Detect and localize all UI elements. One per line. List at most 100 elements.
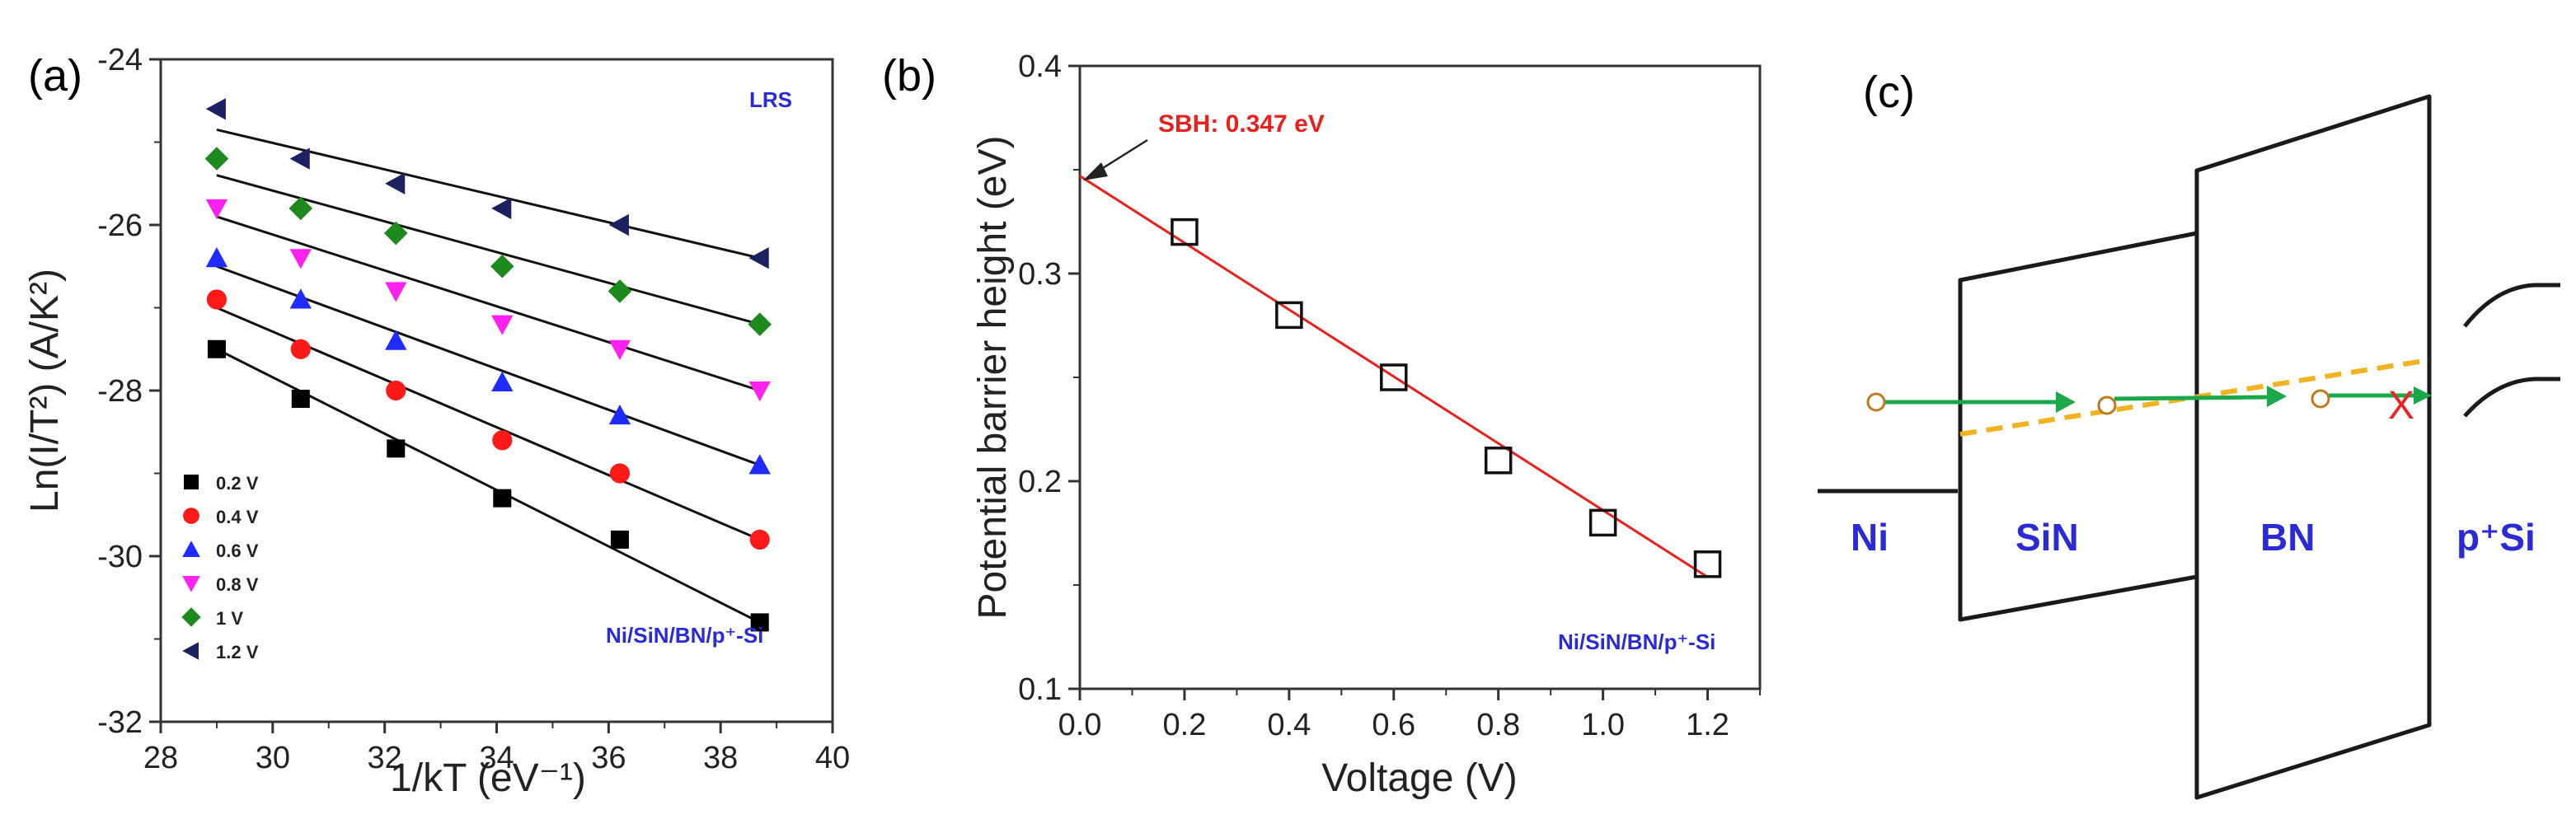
panel-a-x-axis-label: 1/kT (eV⁻¹) <box>390 756 586 800</box>
x-tick-label: 32 <box>368 741 402 775</box>
fit-line <box>216 128 761 260</box>
panel-b-fit-line <box>1079 175 1709 578</box>
data-point <box>490 254 514 278</box>
arrowhead-icon <box>1083 162 1108 180</box>
panel-b-device-label: Ni/SiN/BN/p⁺-Si <box>1558 629 1715 654</box>
legend-label: 0.6 V <box>216 541 259 561</box>
bn-barrier-block <box>2194 94 2432 800</box>
y-tick-label: 0.2 <box>1018 465 1062 499</box>
x-tick-label: 0.4 <box>1267 708 1311 742</box>
panel-b-annotation-text: SBH: 0.347 eV <box>1158 110 1325 138</box>
data-point <box>385 282 407 302</box>
y-tick-label: 0.3 <box>1018 257 1062 292</box>
panel-b-annotation: SBH: 0.347 eV <box>1083 110 1325 180</box>
panel-a-legend: 0.2 V 0.4 V 0.6 V 0.8 V 1 V 1.2 V <box>181 473 259 662</box>
trap-bn <box>2311 389 2330 409</box>
data-point <box>385 330 407 350</box>
data-point <box>608 339 631 360</box>
data-point <box>749 529 770 550</box>
panel-a-x-ticks: 28 30 32 34 36 38 40 <box>143 722 850 775</box>
x-tick-label: 1.0 <box>1581 708 1625 742</box>
panel-b-y-ticks: 0.1 0.2 0.3 0.4 <box>1018 49 1080 707</box>
panel-b-chart: (b) 0.0 0.2 0.4 0.6 0.8 1.0 1.2 0.1 0.2 0.3 0.4 S… <box>882 49 1762 800</box>
arrow-right-icon <box>2267 386 2287 407</box>
panel-b-data-points <box>1171 218 1722 578</box>
panel-a-data-points <box>204 98 772 632</box>
data-point <box>387 439 406 458</box>
fit-line <box>216 264 761 466</box>
x-tick-label: 0.8 <box>1476 708 1520 742</box>
data-point <box>491 315 514 335</box>
x-tick-label: 30 <box>256 741 290 775</box>
legend-marker <box>184 475 199 489</box>
x-tick-label: 40 <box>815 741 850 775</box>
data-point <box>383 221 408 246</box>
data-point <box>491 371 514 391</box>
legend-marker <box>183 508 199 524</box>
panel-b-y-axis-label: Potential barrier height (eV) <box>971 136 1015 620</box>
legend-marker <box>181 607 201 627</box>
y-tick-label: -24 <box>97 43 143 77</box>
y-tick-label: -30 <box>97 540 143 574</box>
legend-marker <box>182 576 200 592</box>
psi-conduction-band <box>2463 283 2560 328</box>
legend-label: 1.2 V <box>216 642 259 662</box>
data-point <box>385 172 406 194</box>
data-point <box>289 196 313 221</box>
legend-marker <box>182 642 199 660</box>
data-point <box>750 613 769 632</box>
data-point <box>291 390 310 409</box>
data-point <box>1484 447 1513 475</box>
data-point <box>748 312 772 336</box>
y-tick-label: -32 <box>97 705 143 740</box>
data-point <box>609 463 631 484</box>
y-tick-label: 0.4 <box>1018 49 1062 84</box>
legend-label: 1 V <box>216 608 243 629</box>
legend-label: 0.2 V <box>216 473 259 494</box>
data-point <box>205 199 228 220</box>
data-point <box>289 147 310 170</box>
panel-a-corner-tag: LRS <box>749 87 792 112</box>
transport-arrow-2 <box>2114 395 2269 401</box>
x-tick-label: 28 <box>143 741 178 775</box>
panel-a-y-axis-label: Ln(I/T²) (A/K²) <box>23 269 67 512</box>
data-point <box>491 197 512 220</box>
data-point <box>289 288 312 309</box>
data-point <box>748 381 771 402</box>
layer-label-psi: p⁺Si <box>2456 516 2536 559</box>
data-point <box>386 380 406 401</box>
electron-ni <box>1866 392 1886 412</box>
panel-b-plot-frame <box>1078 64 1762 690</box>
x-tick-label: 34 <box>479 741 514 775</box>
data-point <box>608 213 629 236</box>
data-point <box>289 249 312 269</box>
data-point <box>1588 508 1617 537</box>
layer-label-ni: Ni <box>1851 516 1889 559</box>
data-point <box>290 339 311 359</box>
data-point <box>205 98 226 120</box>
data-point <box>204 147 229 171</box>
panel-b-label: (b) <box>882 51 936 101</box>
layer-label-sin: SiN <box>2015 516 2079 559</box>
data-point <box>1171 218 1199 246</box>
data-point <box>493 489 512 508</box>
fit-line <box>216 215 761 392</box>
y-tick-label: -28 <box>97 374 143 409</box>
legend-label: 0.4 V <box>216 507 259 527</box>
data-point <box>748 247 769 269</box>
panel-b-x-axis-label: Voltage (V) <box>1321 756 1517 800</box>
fit-line <box>216 174 761 326</box>
psi-valence-band <box>2463 377 2560 418</box>
panel-a-label: (a) <box>28 51 82 101</box>
data-point <box>1275 301 1303 330</box>
x-tick-label: 0.2 <box>1163 708 1207 742</box>
x-tick-label: 0.0 <box>1058 708 1102 742</box>
data-point <box>608 404 631 425</box>
panel-c-label: (c) <box>1863 68 1915 117</box>
legend-marker <box>182 541 200 557</box>
y-tick-label: 0.1 <box>1018 672 1062 707</box>
panel-b-x-ticks: 0.0 0.2 0.4 0.6 0.8 1.0 1.2 <box>1058 689 1761 742</box>
data-point <box>1380 363 1408 391</box>
panel-a-y-ticks: -24 -26 -28 -30 -32 <box>97 43 161 740</box>
